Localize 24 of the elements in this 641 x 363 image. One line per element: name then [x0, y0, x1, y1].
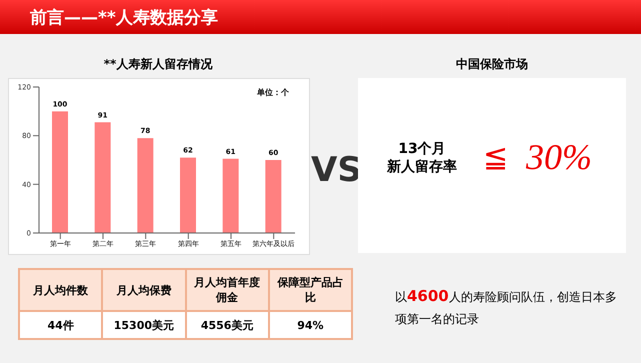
text: 30%	[526, 136, 592, 178]
text: ≦	[483, 140, 508, 175]
text: 月人均件数	[19, 269, 102, 311]
text: 以4600人的寿险顾问队伍，创造日本多项第一名的记录	[395, 287, 617, 326]
text: 新人留存率	[386, 158, 458, 176]
text: 94%	[268, 311, 352, 339]
chart-title: **人寿新人留存情况	[102, 56, 214, 73]
text: 月人均首年度佣金	[186, 269, 269, 311]
bar	[222, 158, 239, 233]
text: 月人均保费	[102, 269, 186, 311]
text: 前言——**人寿数据分享	[30, 7, 218, 29]
text: 13个月	[397, 140, 447, 158]
text: 44件	[19, 311, 102, 339]
text: 中国保险市场	[455, 56, 529, 73]
bar	[137, 138, 154, 233]
bar	[180, 158, 196, 233]
text: 4556美元	[186, 311, 269, 339]
text: 保障型产品占比	[268, 269, 352, 311]
bar	[265, 160, 282, 233]
bar	[52, 111, 68, 233]
bar	[94, 122, 111, 233]
annotation: 单位：个	[257, 87, 289, 98]
text: 15300美元	[102, 311, 186, 339]
text: VS	[311, 150, 362, 190]
